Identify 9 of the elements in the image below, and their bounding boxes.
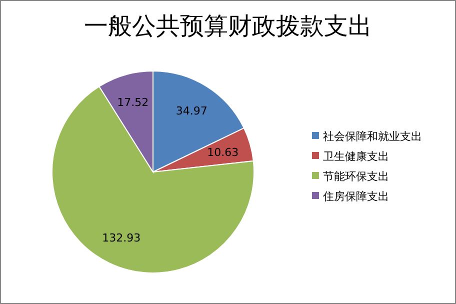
legend-label: 社会保障和就业支出 (323, 130, 422, 143)
chart-title: 一般公共预算财政拨款支出 (84, 12, 372, 40)
data-label: 10.63 (207, 146, 239, 159)
legend-label: 住房保障支出 (323, 190, 389, 203)
data-label: 34.97 (176, 104, 208, 118)
data-label: 17.52 (117, 96, 149, 110)
legend-label: 卫生健康支出 (323, 150, 389, 163)
legend-label: 节能环保支出 (323, 170, 389, 183)
data-label: 132.93 (102, 231, 141, 244)
